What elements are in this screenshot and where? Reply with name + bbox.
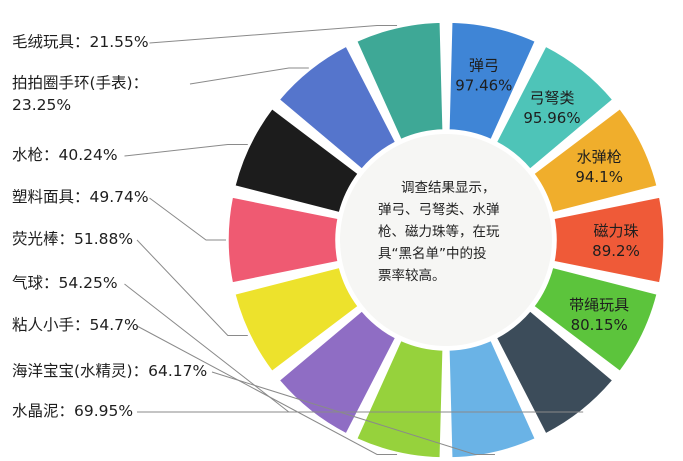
donut-center	[340, 134, 552, 346]
center-line-2: 弹弓、弓弩类、水弹	[378, 201, 500, 218]
slice-12	[278, 45, 397, 170]
leader-lines	[124, 25, 584, 455]
leader-line-10	[149, 197, 226, 241]
slice-value-4: 80.15%	[571, 316, 628, 334]
left-label-5: 水晶泥：69.95%	[12, 402, 133, 420]
slice-value-0: 97.46%	[455, 76, 512, 94]
slice-13	[355, 21, 444, 141]
left-label-8: 气球：54.25%	[12, 274, 118, 292]
left-value-12: 23.25%	[12, 96, 71, 114]
left-label-11: 水枪：40.24%	[12, 146, 118, 164]
left-labels: 毛绒玩具：21.55% 拍拍圈手环(手表)： 23.25% 水枪：40.24% 塑料面具…	[12, 33, 207, 420]
slice-label-0: 弹弓	[469, 56, 499, 74]
slice-8	[278, 310, 397, 435]
slice-0	[448, 21, 537, 141]
slice-label-2: 水弹枪	[577, 148, 622, 166]
slice-3	[553, 196, 665, 284]
center-line-3: 枪、磁力珠等，在玩	[378, 223, 500, 240]
leader-line-13	[149, 25, 398, 44]
slice-11	[234, 107, 359, 214]
donut-segments	[227, 21, 665, 459]
slice-label-4: 带绳玩具	[569, 296, 629, 314]
slice-6	[448, 339, 537, 459]
left-label-10: 塑料面具：49.74%	[12, 188, 149, 206]
slice-value-2: 94.1%	[575, 168, 623, 186]
slice-2	[533, 107, 658, 214]
center-line-4: 具“黑名单”中的投	[378, 246, 487, 262]
slice-label-1: 弓弩类	[529, 89, 574, 107]
left-label-13: 毛绒玩具：21.55%	[12, 33, 149, 51]
slice-value-1: 95.96%	[523, 109, 580, 127]
slice-4	[533, 266, 658, 373]
leader-line-11	[124, 144, 248, 157]
left-label-9: 荧光棒：51.88%	[12, 230, 133, 248]
slice-label-3: 磁力珠	[593, 222, 638, 240]
slice-9	[234, 266, 359, 373]
slice-7	[355, 339, 444, 459]
leader-line-9	[136, 239, 248, 336]
center-line-5: 票率较高。	[378, 267, 446, 284]
slice-1	[495, 45, 614, 170]
slice-5	[495, 310, 614, 435]
left-label-12: 拍拍圈手环(手表)：	[12, 74, 148, 92]
left-label-6: 海洋宝宝(水精灵)：64.17%	[12, 362, 207, 380]
leader-line-12	[189, 67, 309, 85]
left-label-7: 粘人小手：54.7%	[12, 316, 139, 334]
slice-10	[227, 196, 339, 284]
slice-value-3: 89.2%	[592, 242, 640, 260]
leader-line-7	[136, 325, 398, 455]
leader-line-6	[211, 371, 495, 455]
center-line-1: 调查结果显示，	[401, 180, 496, 196]
segment-labels: 弹弓 97.46% 弓弩类 95.96% 水弹枪 94.1% 磁力珠 89.2% 带绳玩具 80.…	[455, 56, 640, 333]
